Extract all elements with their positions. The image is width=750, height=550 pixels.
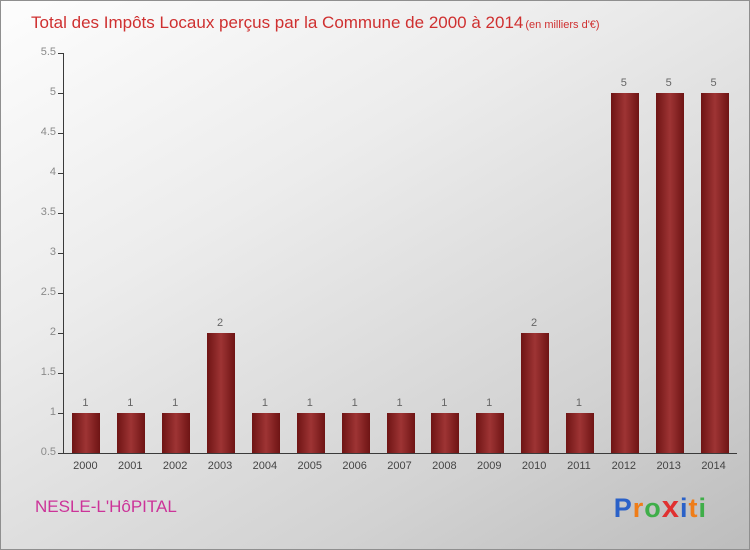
- logo-letter: P: [613, 493, 633, 523]
- x-axis-label: 2009: [476, 460, 502, 472]
- y-axis-tick-label: 1: [49, 406, 56, 418]
- y-axis-tick-label: 0.5: [40, 446, 56, 458]
- y-axis-tick-label: 5.5: [40, 46, 56, 58]
- logo-letter: i: [679, 493, 689, 523]
- logo-letter: o: [644, 493, 662, 523]
- bar-2011: [565, 413, 594, 453]
- y-axis-tick-label: 2.5: [40, 286, 56, 298]
- bar-value-label: 2: [531, 317, 538, 329]
- y-axis-tick: [58, 173, 63, 174]
- bar-2002: [162, 413, 191, 453]
- x-axis-label: 2003: [207, 460, 233, 472]
- x-axis-label: 2004: [252, 460, 278, 472]
- bar-2010: [521, 333, 550, 453]
- bar-2003: [207, 333, 236, 453]
- x-axis-label: 2011: [567, 460, 591, 472]
- y-axis-tick: [58, 253, 63, 254]
- y-axis-tick: [58, 293, 63, 294]
- y-axis-tick-label: 2: [49, 326, 56, 338]
- y-axis-tick: [58, 133, 63, 134]
- chart-title: Total des Impôts Locaux perçus par la Co…: [31, 13, 524, 32]
- bar-value-label: 1: [486, 397, 493, 409]
- logo-letter: x: [661, 489, 680, 524]
- bar-2012: [610, 93, 639, 453]
- bar-2004: [251, 413, 280, 453]
- y-axis-tick: [58, 93, 63, 94]
- bar-2005: [296, 413, 325, 453]
- bar-value-label: 1: [396, 397, 403, 409]
- bar-value-label: 1: [82, 397, 89, 409]
- x-axis-label: 2000: [73, 460, 98, 472]
- bar-chart: 0.5 1 1.5 2 2.5 3 3.5 4 4.5 5 5.5 1 2000 1 2001 1 2002 2 2…: [1, 41, 749, 486]
- y-axis-tick: [58, 333, 63, 334]
- y-axis-tick-label: 4.5: [40, 126, 56, 138]
- logo-letter: t: [688, 493, 699, 523]
- bar-2009: [476, 413, 505, 453]
- y-axis-tick: [58, 453, 63, 454]
- x-axis-label: 2008: [432, 460, 457, 472]
- logo-letter: i: [698, 493, 707, 523]
- bar-2006: [341, 413, 370, 453]
- title-bar: Total des Impôts Locaux perçus par la Co…: [31, 13, 600, 33]
- y-axis-tick: [58, 413, 63, 414]
- bar-value-label: 5: [710, 77, 717, 89]
- bar-value-label: 1: [575, 397, 583, 409]
- y-axis-tick-label: 4: [49, 166, 56, 178]
- x-axis-label: 2013: [656, 460, 681, 472]
- x-axis-label: 2001: [118, 460, 143, 472]
- bar-value-label: 1: [261, 397, 268, 409]
- y-axis-tick-label: 3: [49, 246, 56, 258]
- proxiti-logo[interactable]: Proxiti: [614, 489, 707, 525]
- x-axis-label: 2005: [297, 460, 322, 472]
- commune-name: NESLE-L'HôPITAL: [35, 497, 177, 516]
- bar-2007: [386, 413, 415, 453]
- bar-2008: [431, 413, 460, 453]
- bar-value-label: 1: [306, 397, 313, 409]
- x-axis-label: 2014: [701, 460, 726, 472]
- logo-letter: r: [632, 493, 645, 523]
- bar-value-label: 2: [216, 317, 224, 329]
- bar-2014: [700, 93, 729, 453]
- bar-2013: [655, 93, 684, 453]
- bar-value-label: 1: [172, 397, 179, 409]
- chart-subtitle: (en milliers d'€): [525, 19, 600, 31]
- y-axis-tick: [58, 373, 63, 374]
- x-axis-label: 2002: [162, 460, 188, 472]
- x-axis-label: 2010: [521, 460, 547, 472]
- y-axis-tick: [58, 53, 63, 54]
- bar-value-label: 1: [351, 397, 358, 409]
- y-axis-tick-label: 1.5: [40, 366, 56, 378]
- x-axis-label: 2006: [342, 460, 367, 472]
- bar-value-label: 1: [127, 397, 134, 409]
- bar-2001: [117, 413, 146, 453]
- plot-area: [63, 53, 737, 454]
- y-axis-tick: [58, 213, 63, 214]
- x-axis-label: 2012: [611, 460, 637, 472]
- bar-value-label: 5: [665, 77, 672, 89]
- bar-2000: [72, 413, 101, 453]
- bar-value-label: 5: [620, 77, 627, 89]
- y-axis-tick-label: 5: [49, 86, 56, 98]
- bar-value-label: 1: [441, 397, 448, 409]
- y-axis-tick-label: 3.5: [40, 206, 56, 218]
- x-axis-label: 2007: [387, 460, 412, 472]
